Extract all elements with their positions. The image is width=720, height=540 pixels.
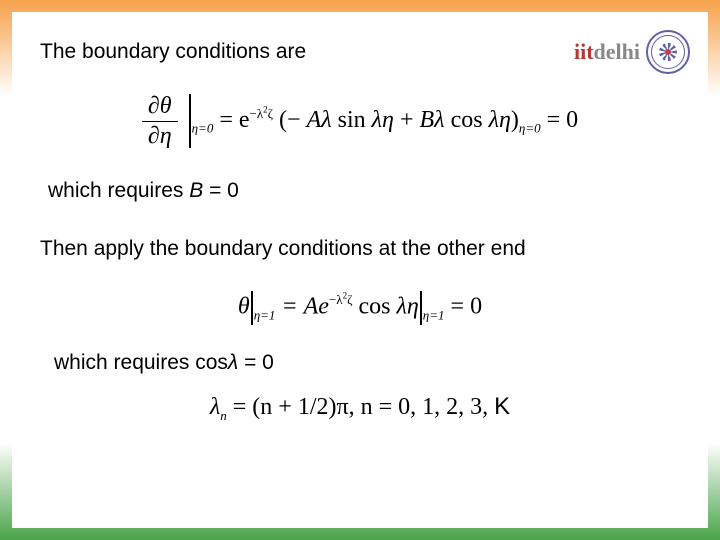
eq2-eqA: = Ae [281, 293, 329, 319]
eq1-eval-bar-lhs [189, 94, 191, 148]
eq1-frac-den: ∂η [142, 122, 178, 151]
eq1-cos-arg: λη [489, 107, 511, 133]
eq1-sin: sin [332, 107, 372, 133]
eq3-tail: K [494, 393, 510, 420]
eq1-A-lambda: Aλ [307, 107, 332, 133]
line4-post: = 0 [238, 351, 274, 374]
logo-text: iitdelhi [574, 39, 640, 65]
eq3-lambda: λ [210, 394, 220, 420]
eq1-sin-arg: λη [372, 107, 394, 133]
iit-seal-icon [646, 30, 690, 74]
slide-content: iitdelhi The boundary conditions are ∂θ … [12, 12, 708, 528]
eq1-exp: −λ2ζ [250, 106, 274, 121]
eq1-paren-open: (− [279, 107, 307, 133]
eq3-mid: = (n + 1/2)π, n = 0, 1, 2, 3, [227, 394, 494, 420]
requires-cos-text: which requires cosλ = 0 [54, 351, 680, 375]
eq1-B-lambda: Bλ [420, 107, 445, 133]
logo-area: iitdelhi [574, 30, 690, 74]
line2-post: = 0 [203, 179, 239, 202]
equation-2: θ η=1 = Ae−λ2ζ cos λη η=1 = 0 [238, 291, 482, 325]
eq1-equals-e: = e [219, 107, 249, 133]
line2-pre: which requires [48, 179, 189, 202]
line4-pre: which requires cos [54, 351, 228, 374]
eq2-exp: −λ2ζ [329, 292, 353, 307]
logo-iit-text: iit [574, 39, 594, 64]
requires-B-text: which requires B = 0 [48, 179, 680, 203]
eq2-cos: cos [352, 293, 396, 319]
eq2-theta: θ [238, 293, 250, 319]
eq1-sub-rhs: η=0 [519, 121, 541, 136]
eq2-tail: = 0 [451, 293, 483, 319]
eq1-plus: + [394, 107, 420, 133]
eq1-frac-num: ∂θ [142, 92, 178, 122]
logo-delhi-text: delhi [594, 39, 640, 64]
eq2-eval-bar-lhs [251, 291, 253, 325]
seal-inner-icon [659, 43, 677, 61]
eq2-cos-arg: λη [396, 293, 418, 319]
eq2-eval-bar-rhs [420, 291, 422, 325]
equation-3: λn = (n + 1/2)π, n = 0, 1, 2, 3, K [210, 393, 510, 424]
eq1-paren-close: ) [511, 107, 519, 133]
equation-3-block: λn = (n + 1/2)π, n = 0, 1, 2, 3, K [40, 393, 680, 424]
line4-var-lambda: λ [228, 351, 238, 374]
then-apply-text: Then apply the boundary conditions at th… [40, 237, 680, 261]
eq2-sub-lhs: η=1 [254, 307, 276, 322]
equation-2-block: θ η=1 = Ae−λ2ζ cos λη η=1 = 0 [40, 291, 680, 325]
eq1-tail: = 0 [547, 107, 579, 133]
eq2-sub-rhs: η=1 [423, 307, 445, 322]
equation-1: ∂θ ∂η η=0 = e−λ2ζ (− Aλ sin λη + Bλ cos … [142, 92, 578, 151]
equation-1-block: ∂θ ∂η η=0 = e−λ2ζ (− Aλ sin λη + Bλ cos … [40, 92, 680, 151]
eq1-cos: cos [445, 107, 489, 133]
eq1-sub-lhs: η=0 [192, 121, 214, 136]
line2-var-B: B [189, 179, 203, 202]
eq1-fraction: ∂θ ∂η [142, 92, 178, 151]
